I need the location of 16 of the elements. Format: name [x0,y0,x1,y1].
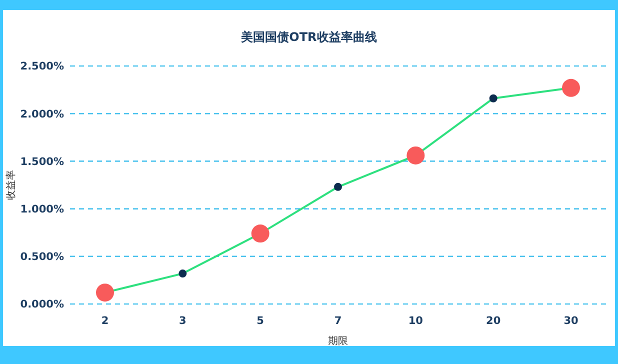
x-tick-label: 10 [408,315,423,327]
chart-title: 美国国债OTR收益率曲线 [240,30,377,44]
y-tick-label: 0.500% [20,251,64,264]
x-tick-label: 5 [256,315,264,327]
x-tick-label: 3 [179,315,186,327]
x-axis-title: 期限 [328,335,348,347]
y-tick-label: 2.500% [20,60,64,73]
y-axis-title: 收益率 [5,170,17,200]
x-tick-label: 7 [334,315,342,327]
y-tick-label: 1.500% [20,156,64,168]
y-tick-label: 2.000% [20,108,64,120]
x-tick-label: 20 [486,315,501,327]
x-tick-label: 2 [101,315,109,327]
y-tick-label: 1.000% [20,203,64,216]
y-tick-label: 0.000% [20,298,64,311]
x-tick-label: 30 [564,315,578,327]
